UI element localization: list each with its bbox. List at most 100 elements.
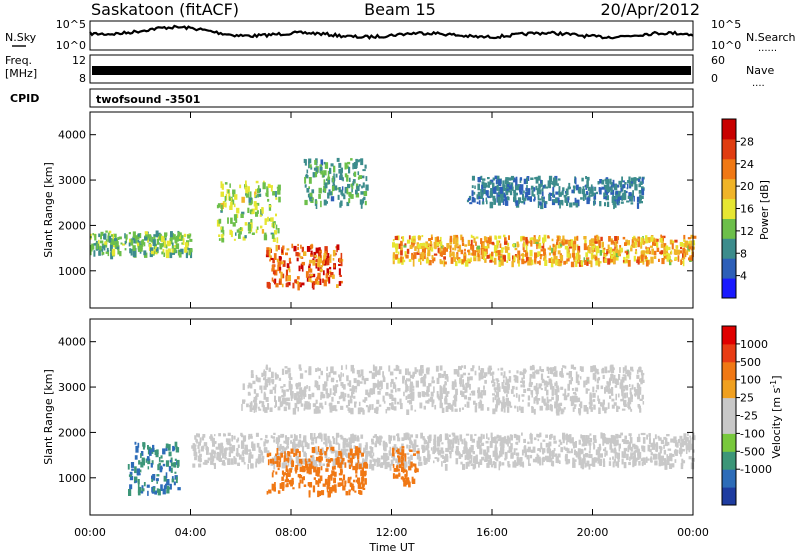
scatter-cell-4-632 [308, 368, 312, 376]
scatter-cell-4-918 [405, 368, 408, 375]
scatter-cell-4-34 [492, 384, 495, 387]
scatter-cell-4-274 [684, 248, 687, 254]
scatter-cell-1-1190 [388, 439, 391, 444]
scatter-cell-5-208 [507, 177, 512, 181]
scatter-cell-4-550 [350, 364, 354, 372]
scatter-cell-2-72 [274, 482, 276, 488]
scatter-cell-5-64 [505, 186, 510, 189]
scatter-cell-3-50 [405, 470, 408, 477]
scatter-cell-5-178 [613, 201, 617, 208]
scatter-cell-4-843 [498, 386, 501, 392]
scatter-cell-4-433 [602, 374, 605, 379]
velocity-cb-tick-7: -1000 [740, 463, 772, 476]
scatter-cell-5-242 [628, 192, 632, 197]
colorbar-swatch-1 [722, 469, 736, 488]
scatter-cell-4-641 [281, 389, 284, 393]
scatter-cell-1-1023 [681, 448, 683, 454]
scatter-cell-1-1086 [618, 434, 622, 439]
scatter-cell-0-32 [118, 236, 122, 240]
scatter-cell-1-768 [352, 435, 355, 440]
scatter-cell-4-71 [572, 407, 575, 412]
scatter-cell-1-150 [237, 444, 240, 448]
scatter-cell-4-539 [492, 393, 496, 396]
y-tick-label-0: 1000 [58, 472, 86, 485]
scatter-cell-4-530 [578, 254, 581, 260]
scatter-cell-4-543 [670, 250, 673, 254]
scatter-cell-4-297 [436, 377, 440, 384]
scatter-cell-1-250 [198, 449, 201, 454]
scatter-cell-0-120 [124, 233, 126, 239]
scatter-cell-4-326 [439, 241, 443, 247]
scatter-cell-1-908 [504, 458, 507, 461]
scatter-cell-1-147 [230, 201, 233, 207]
scatter-cell-5-382 [582, 193, 586, 197]
scatter-cell-4-930 [364, 399, 366, 403]
scatter-cell-4-530 [411, 376, 415, 379]
scatter-cell-1-218 [430, 447, 433, 451]
scatter-cell-1-347 [490, 464, 494, 468]
scatter-cell-4-294 [407, 378, 411, 382]
scatter-cell-5-206 [533, 198, 536, 202]
scatter-cell-4-507 [459, 407, 461, 412]
scatter-cell-5-176 [559, 202, 561, 209]
scatter-cell-1-530 [599, 453, 603, 458]
scatter-cell-1-570 [524, 450, 527, 458]
scatter-cell-1-24 [265, 192, 268, 197]
scatter-cell-1-950 [426, 457, 429, 462]
scatter-cell-5-341 [605, 179, 609, 184]
scatter-cell-4-600 [506, 260, 509, 263]
scatter-cell-1-1049 [193, 447, 197, 455]
scatter-cell-4-387 [433, 386, 435, 393]
scatter-cell-1-580 [664, 438, 668, 443]
velocity-cb-tick-0: 1000 [740, 338, 768, 351]
scatter-cell-2-108 [339, 468, 343, 475]
scatter-cell-1-1139 [470, 463, 474, 466]
scatter-cell-4-409 [265, 366, 268, 370]
scatter-cell-1-1152 [370, 447, 374, 452]
velocity-cb-tick-1: 500 [740, 356, 761, 369]
scatter-cell-2-141 [312, 260, 316, 266]
scatter-cell-4-307 [250, 373, 254, 378]
scatter-cell-1-779 [586, 439, 590, 444]
scatter-cell-5-73 [641, 188, 645, 196]
scatter-cell-4-71 [653, 250, 657, 256]
scatter-cell-4-52 [630, 408, 633, 412]
scatter-cell-0-65 [117, 249, 120, 255]
scatter-cell-1-1167 [498, 454, 501, 458]
scatter-cell-4-536 [570, 399, 574, 407]
scatter-cell-4-216 [509, 405, 513, 408]
scatter-cell-5-409 [568, 186, 571, 189]
scatter-cell-1-1161 [678, 440, 680, 443]
scatter-cell-3-58 [404, 469, 408, 473]
scatter-cell-4-397 [461, 259, 465, 263]
scatter-cell-2-212 [362, 471, 367, 477]
scatter-cell-4-841 [499, 400, 502, 404]
scatter-cell-4-41 [543, 257, 546, 261]
scatter-cell-3-1 [320, 159, 324, 166]
cpid-strip: CPID twofsound -3501 [10, 88, 694, 108]
scatter-cell-4-450 [413, 252, 417, 259]
scatter-cell-4-279 [574, 387, 579, 392]
scatter-cell-4-368 [597, 246, 601, 249]
scatter-cell-1-439 [516, 456, 519, 462]
scatter-cell-4-541 [431, 255, 434, 259]
scatter-cell-4-26 [422, 381, 426, 387]
scatter-cell-5-227 [636, 202, 640, 209]
scatter-cell-1-198 [559, 441, 563, 445]
scatter-cell-4-681 [463, 255, 467, 262]
scatter-cell-4-784 [374, 408, 377, 413]
scatter-cell-2-65 [303, 484, 307, 487]
scatter-cell-3-33 [400, 477, 404, 480]
scatter-cell-1-9 [255, 180, 259, 184]
scatter-cell-4-200 [285, 370, 288, 375]
scatter-cell-1-131 [261, 207, 264, 214]
scatter-cell-2-90 [357, 483, 361, 489]
scatter-cell-4-246 [382, 377, 386, 382]
scatter-cell-4-282 [542, 248, 546, 252]
scatter-cell-1-1028 [562, 436, 565, 441]
scatter-cell-5-236 [611, 196, 614, 203]
scatter-cell-4-533 [288, 373, 292, 379]
scatter-cell-5-394 [586, 197, 590, 205]
scatter-cell-1-737 [500, 437, 503, 442]
scatter-cell-4-364 [491, 380, 495, 384]
